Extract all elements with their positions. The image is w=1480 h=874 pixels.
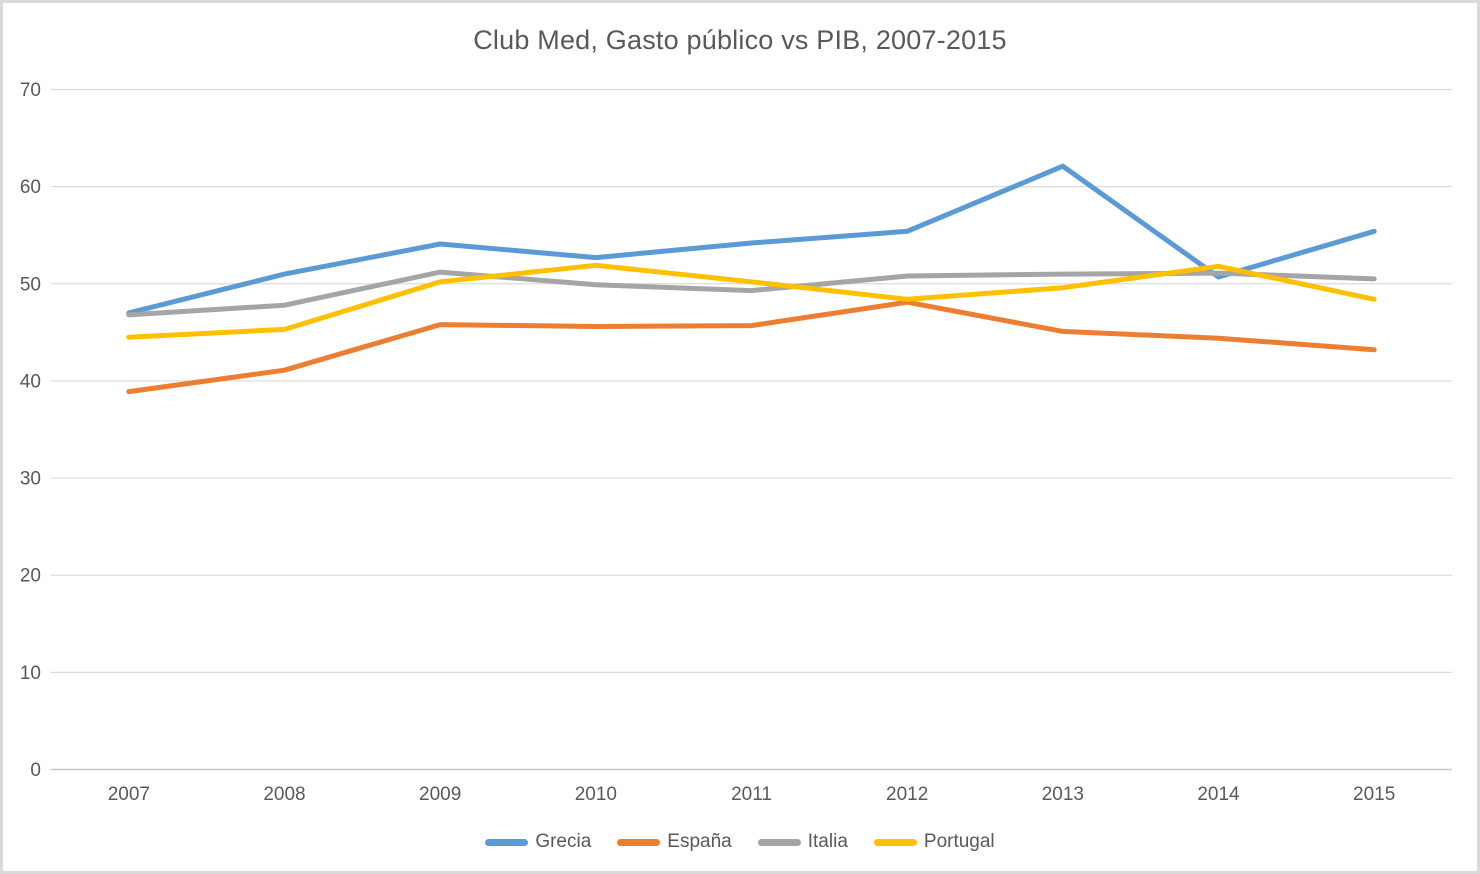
legend-swatch-icon (617, 838, 661, 846)
chart-plot-area: 0 10 20 30 40 50 60 70 2007 2008 2009 2010 2011 2012 2… (20, 80, 1452, 805)
x-tick-label: 2011 (731, 784, 772, 805)
y-tick-label: 10 (20, 663, 41, 684)
legend-swatch-icon (757, 838, 801, 846)
legend-label: España (667, 831, 732, 852)
series-line-italia (126, 269, 1377, 318)
x-tick-label: 2013 (1042, 784, 1084, 805)
x-tick-label: 2012 (886, 784, 928, 805)
legend-label: Grecia (535, 831, 592, 852)
legend-label: Italia (807, 831, 848, 852)
y-tick-label: 60 (20, 177, 41, 198)
legend-swatch-icon (485, 838, 529, 846)
legend-item-portugal: Portugal (873, 831, 995, 853)
x-tick-label: 2010 (575, 784, 617, 805)
y-tick-label: 0 (30, 760, 41, 781)
y-tick-label: 30 (20, 469, 41, 490)
y-tick-label: 70 (20, 80, 41, 101)
legend-item-grecia: Grecia (485, 831, 591, 853)
chart-legend: Grecia España Italia Portugal (3, 831, 1477, 853)
chart-title: Club Med, Gasto público vs PIB, 2007-201… (473, 25, 1007, 55)
legend-item-italia: Italia (757, 831, 848, 853)
legend-label: Portugal (923, 831, 995, 852)
legend-item-españa: España (617, 831, 732, 853)
x-tick-label: 2008 (263, 784, 305, 805)
y-tick-label: 40 (20, 371, 41, 392)
legend-swatch-icon (873, 838, 917, 846)
x-tick-label: 2007 (108, 784, 150, 805)
x-tick-label: 2014 (1197, 784, 1240, 805)
x-tick-label: 2009 (419, 784, 461, 805)
series-line-portugal (126, 262, 1377, 340)
series-line-españa (126, 299, 1377, 395)
y-tick-label: 50 (20, 274, 41, 295)
series-line-grecia (126, 163, 1377, 316)
y-tick-label: 20 (20, 566, 41, 587)
x-tick-label: 2015 (1353, 784, 1395, 805)
